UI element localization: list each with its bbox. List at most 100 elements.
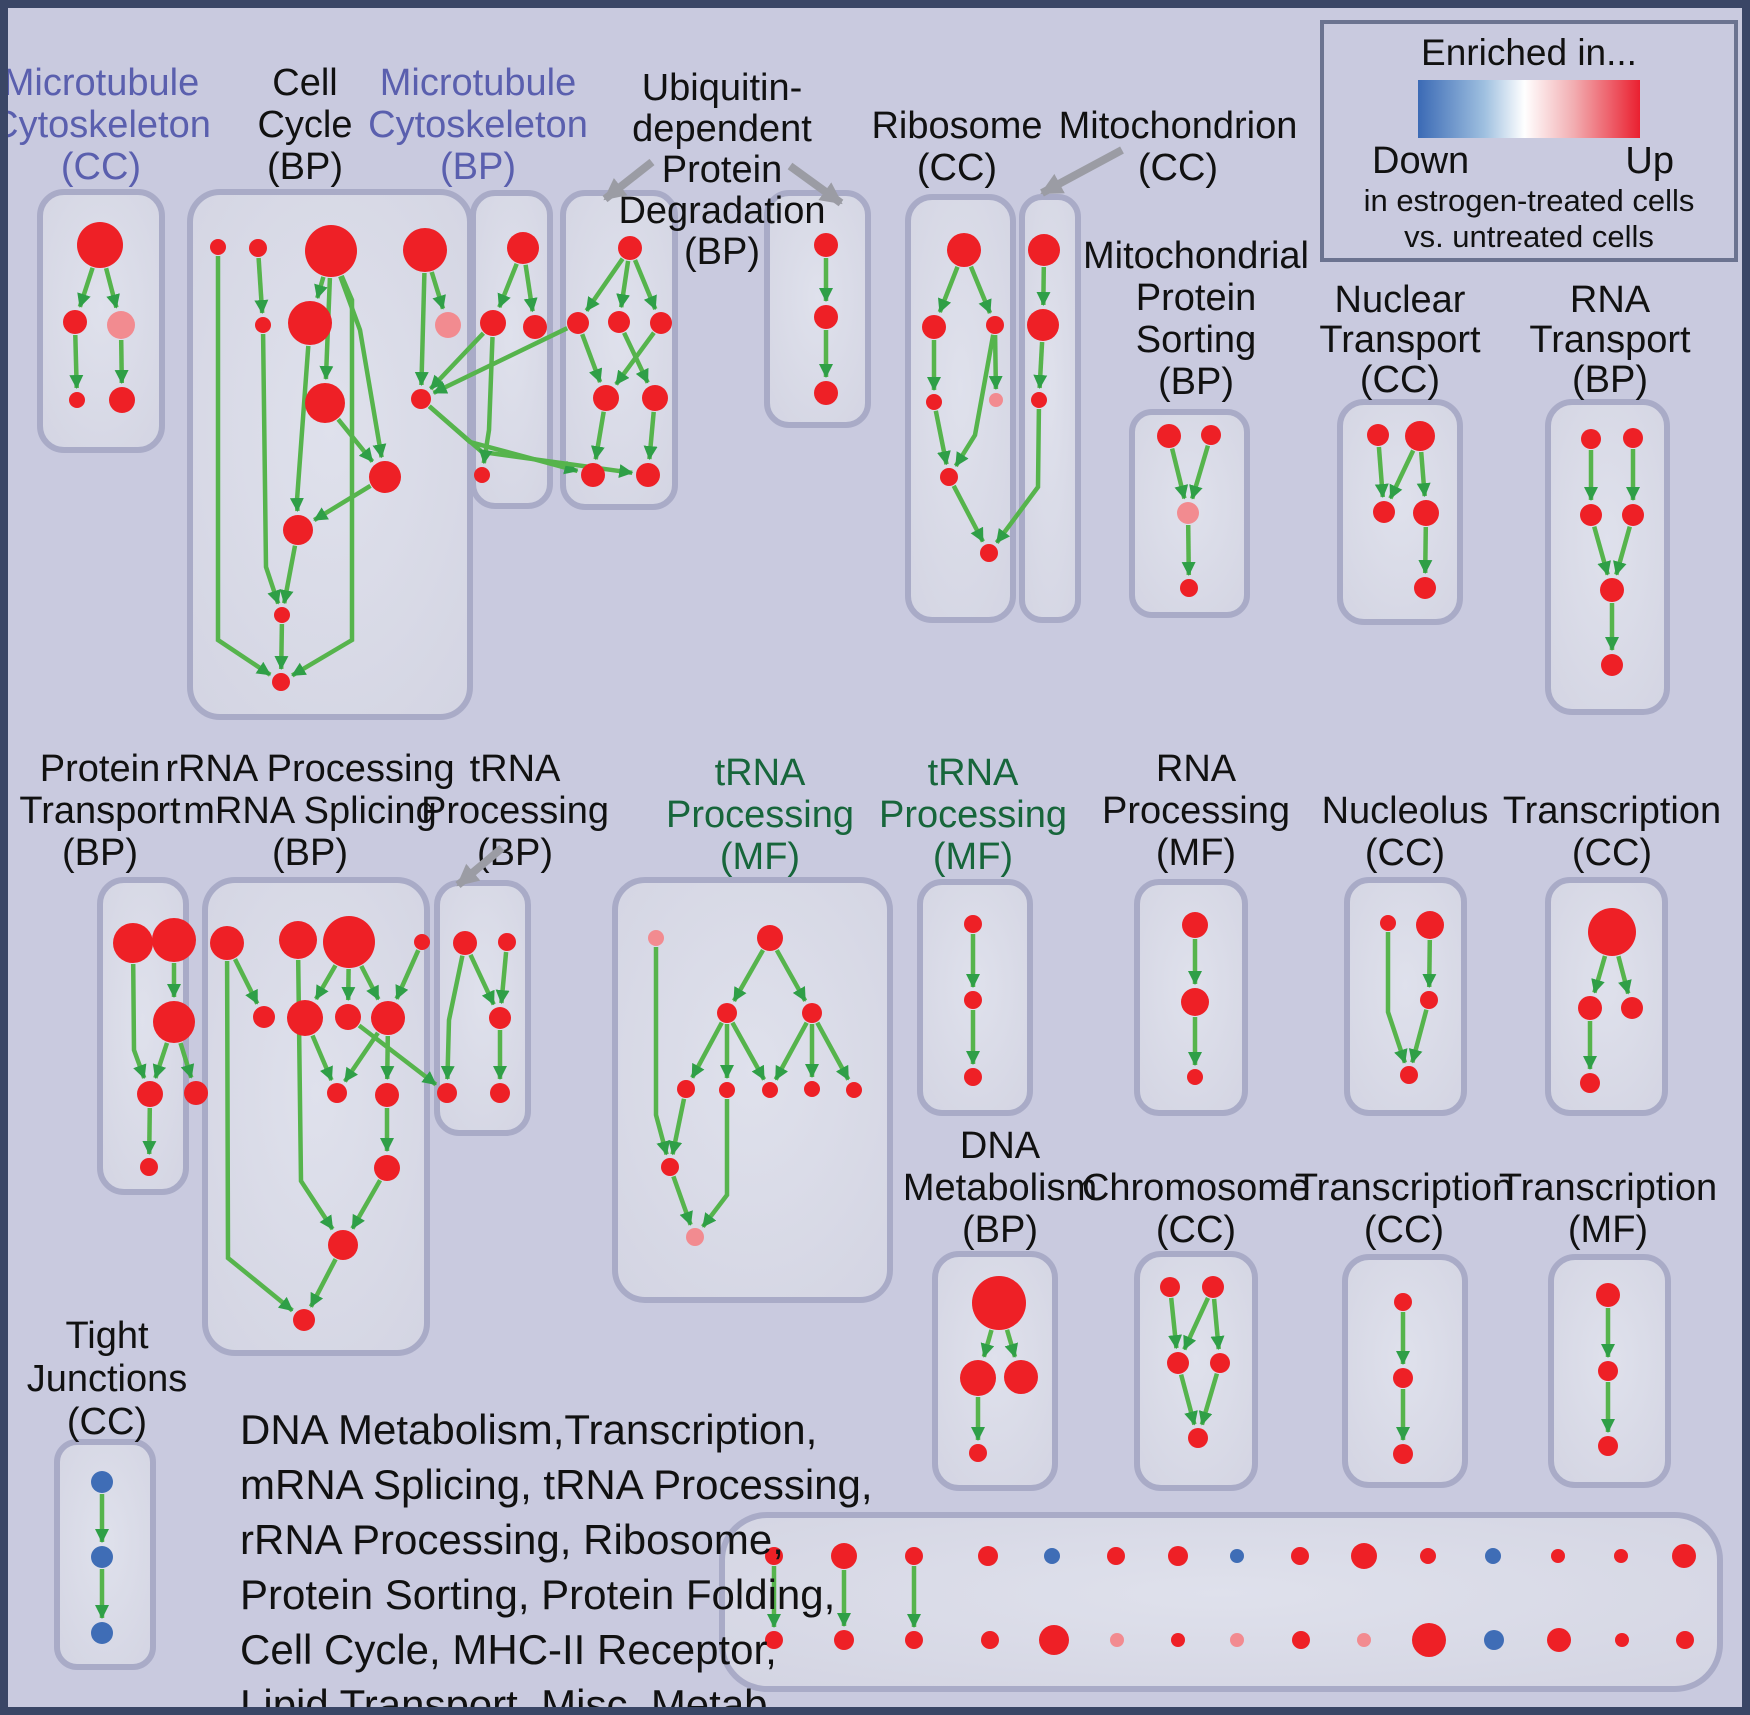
- go-term-node-tcb_a: [1394, 1293, 1412, 1311]
- go-term-node-tj_c: [91, 1622, 113, 1644]
- cluster-label-rna-transport: Transport: [1529, 319, 1691, 361]
- edge-arrow: [394, 949, 421, 1000]
- go-term-node-srt_d: [1180, 579, 1198, 597]
- go-term-node-rib_b: [922, 315, 946, 339]
- edge-arrow: [291, 274, 355, 678]
- go-term-node-cc_d: [403, 228, 447, 272]
- go-term-node-rnt_f: [1601, 654, 1623, 676]
- go-term-node-tm_a: [648, 930, 664, 946]
- edge-arrow: [622, 331, 650, 384]
- edge-arrow: [933, 410, 951, 466]
- go-term-node-ms_6t: [1107, 1547, 1125, 1565]
- go-term-node-ms_14t: [1614, 1549, 1628, 1563]
- cluster-label-trna-processing-bp: Processing: [421, 790, 609, 832]
- go-term-node-tm_h: [804, 1081, 820, 1097]
- cluster-label-cell-cycle: (BP): [267, 146, 343, 188]
- cluster-label-mito-protein-sorting: Mitochondrial: [1083, 235, 1309, 277]
- go-term-node-nut_e: [1414, 577, 1436, 599]
- go-term-node-dm_a: [972, 1276, 1026, 1330]
- go-term-node-cc_i: [411, 389, 431, 409]
- go-term-node-trb_a: [453, 931, 477, 955]
- cluster-label-ubiquitin-1: dependent: [632, 108, 812, 150]
- edge-arrow: [1616, 955, 1632, 995]
- edge-arrow: [968, 265, 993, 314]
- edge-arrow: [1178, 1374, 1198, 1426]
- go-term-node-rr_l: [328, 1230, 358, 1260]
- go-term-node-ms_8t: [1230, 1549, 1244, 1563]
- go-term-node-tct_c: [1621, 997, 1643, 1019]
- cluster-label-nucleolus: Nucleolus: [1322, 790, 1489, 832]
- edge-arrow: [279, 545, 298, 605]
- go-term-node-pt_f: [140, 1158, 158, 1176]
- cluster-label-transcription-cc-top: Transcription: [1503, 790, 1721, 832]
- cluster-label-mitochondrion-cc: Mitochondrion: [1059, 105, 1298, 147]
- cluster-label-rna-transport: (BP): [1572, 359, 1648, 401]
- edge-arrow: [951, 484, 985, 543]
- go-term-node-ch_d: [1210, 1353, 1230, 1373]
- cluster-box-dna-metabolism: [932, 1251, 1058, 1491]
- edge-arrow: [357, 1023, 438, 1087]
- go-term-node-rib_a: [947, 233, 981, 267]
- edge-arrow: [69, 334, 84, 389]
- cluster-label-transcription-cc-bottom: Transcription: [1295, 1167, 1513, 1209]
- go-term-node-ms_5b: [1039, 1625, 1069, 1655]
- go-term-node-rnt_d: [1622, 504, 1644, 526]
- go-term-node-rib_e: [989, 393, 1003, 407]
- edge-arrow: [1036, 266, 1051, 306]
- cluster-label-nucleolus: (CC): [1365, 832, 1445, 874]
- edge-arrow: [584, 257, 625, 312]
- cluster-label-microtubule-cc: Cytoskeleton: [0, 104, 211, 146]
- go-term-node-rib_d: [926, 394, 942, 410]
- go-term-node-tm_j: [661, 1158, 679, 1176]
- go-term-node-cc_l: [274, 607, 290, 623]
- go-term-node-pt_b: [152, 918, 196, 962]
- go-term-node-rr_c: [323, 916, 375, 968]
- go-term-node-cc_g: [435, 312, 461, 338]
- edge-arrow: [260, 333, 281, 605]
- go-term-node-rr_b: [279, 921, 317, 959]
- go-term-node-ub1_h: [636, 463, 660, 487]
- go-term-node-srt_b: [1201, 425, 1221, 445]
- go-term-node-cc_e: [255, 317, 271, 333]
- go-term-node-tj_b: [91, 1546, 113, 1568]
- go-term-node-srt_a: [1157, 424, 1181, 448]
- edge-arrow: [643, 411, 658, 461]
- go-term-node-tct_a: [1588, 908, 1636, 956]
- cluster-label-trna-processing-mf-large: tRNA: [715, 752, 806, 794]
- edge-arrow: [215, 256, 272, 677]
- go-term-node-dm_b: [960, 1360, 996, 1396]
- go-term-node-ub1_f: [642, 385, 668, 411]
- go-term-node-nl_a: [1380, 915, 1396, 931]
- edge-arrow: [1408, 1009, 1429, 1064]
- go-term-node-rr_d: [414, 934, 430, 950]
- edge-arrow: [1418, 526, 1433, 574]
- edge-arrow: [1210, 1298, 1225, 1351]
- go-term-node-dm_c: [1004, 1360, 1038, 1394]
- go-term-node-rr_k: [374, 1155, 400, 1181]
- go-term-node-ms_7b: [1171, 1633, 1185, 1647]
- cluster-label-microtubule-cc: (CC): [61, 146, 141, 188]
- edge-arrow: [338, 275, 387, 459]
- edge-arrow: [773, 1021, 809, 1081]
- go-term-node-ub1_c: [608, 311, 630, 333]
- edge-arrow: [428, 331, 486, 391]
- cluster-label-microtubule-bp: Microtubule: [380, 62, 576, 104]
- cluster-label-trna-processing-mf-small: Processing: [879, 794, 1067, 836]
- go-term-node-rr_i: [327, 1083, 347, 1103]
- cluster-label-trna-processing-bp: tRNA: [470, 748, 561, 790]
- go-term-node-pt_e: [184, 1081, 208, 1105]
- cluster-label-ubiquitin-1: Ubiquitin-: [642, 67, 803, 109]
- go-term-node-ms_15b: [1676, 1631, 1694, 1649]
- cluster-label-transcription-mf: (MF): [1568, 1209, 1648, 1251]
- edge-arrow: [152, 1042, 170, 1079]
- edge-arrow: [114, 339, 129, 384]
- edge-arrow: [103, 267, 120, 309]
- go-term-node-cc_a: [210, 239, 226, 255]
- edge-arrow: [988, 334, 1003, 390]
- go-term-node-cc_b: [249, 239, 267, 257]
- edge-arrow: [359, 964, 381, 1001]
- go-term-node-ms_7t: [1168, 1546, 1188, 1566]
- edge-arrow: [774, 949, 808, 1002]
- go-term-node-cc_f: [288, 301, 332, 345]
